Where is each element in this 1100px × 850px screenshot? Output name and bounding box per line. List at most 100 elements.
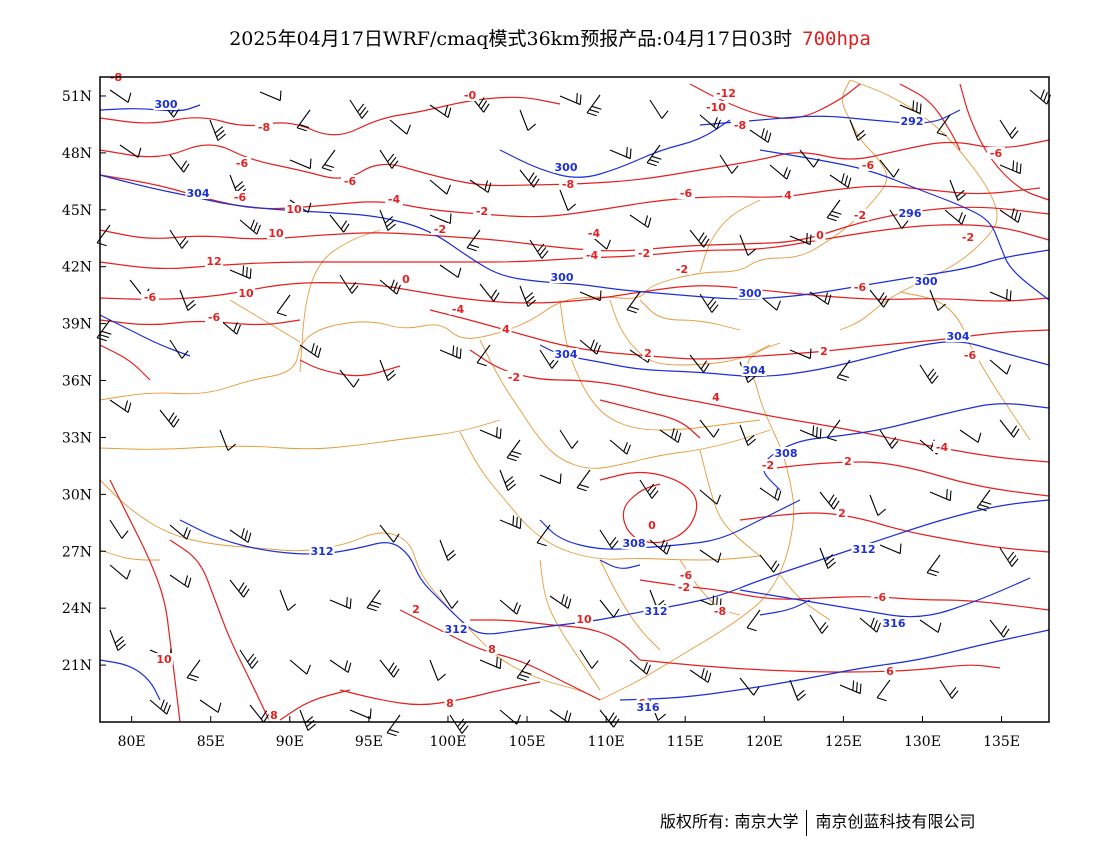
wind-barb-feather — [386, 369, 395, 378]
wind-barb-feather — [217, 702, 222, 713]
contour-label-bg — [267, 227, 285, 239]
wind-barb-feather — [836, 377, 847, 382]
contour-label: 4 — [712, 391, 720, 404]
wind-barb-feather — [181, 240, 189, 249]
contour-label-bg — [185, 187, 211, 199]
wind-barb-feather — [1017, 212, 1022, 223]
wind-barb-shaft — [759, 487, 779, 501]
wind-barb-feather — [929, 371, 937, 381]
wind-barb-feather — [852, 680, 855, 691]
contour-label: -8 — [734, 119, 746, 132]
wind-barb-feather — [700, 360, 708, 370]
wind-barb — [699, 293, 719, 313]
wind-barb-feather — [586, 112, 597, 117]
wind-barb-feather — [591, 105, 602, 110]
copyright-left: 版权所有: 南京大学 — [660, 812, 799, 831]
wind-barb-feather — [389, 156, 397, 166]
x-tick-label: 130E — [904, 734, 941, 750]
wind-barb-feather — [936, 132, 947, 137]
wind-barb — [466, 229, 481, 252]
wind-barb — [859, 617, 881, 633]
wind-barb — [649, 99, 669, 119]
contour-label-bg — [675, 581, 693, 593]
wind-barb-feather — [391, 160, 399, 169]
wind-barb-feather — [459, 348, 462, 359]
wind-barb — [199, 699, 222, 713]
wind-barb-feather — [187, 303, 196, 311]
wind-barb-feather — [716, 494, 721, 505]
wind-barb-feather — [499, 428, 502, 439]
temperature-isoline — [99, 319, 301, 326]
wind-barb-shaft — [869, 289, 885, 308]
wind-barb — [169, 339, 189, 359]
wind-barb-feather — [819, 621, 827, 631]
wind-barb-shaft — [826, 419, 841, 439]
wind-barb-feather — [777, 490, 782, 501]
wind-barb-feather — [809, 234, 812, 245]
wind-barb — [799, 425, 822, 440]
temperature-isoline — [299, 359, 401, 377]
wind-barb-shaft — [559, 429, 573, 449]
contour-label-bg — [677, 187, 695, 199]
contour-label-bg — [842, 455, 854, 467]
wind-barb-shaft — [159, 409, 175, 428]
wind-barb-shaft — [599, 599, 615, 618]
contour-label: 10 — [576, 613, 592, 626]
contour-label-bg — [881, 617, 907, 629]
contour-label-bg — [559, 178, 577, 190]
wind-barb-shaft — [799, 149, 815, 168]
wind-barb-feather — [117, 643, 126, 651]
contour-label: 316 — [883, 617, 906, 630]
wind-barb-feather — [824, 292, 829, 303]
wind-barb — [789, 679, 806, 701]
wind-barb-shaft — [579, 339, 598, 355]
wind-barb-shaft — [439, 264, 459, 278]
wind-barb-feather — [893, 168, 900, 178]
wind-barb — [826, 199, 842, 222]
contour-label: -8 — [258, 121, 270, 134]
wind-barb-shaft — [469, 179, 489, 193]
wind-barb-feather — [478, 97, 485, 107]
x-tick-label: 80E — [118, 734, 146, 750]
wind-barb-shaft — [279, 589, 289, 611]
wind-barb — [519, 169, 540, 188]
contour-label: -6 — [680, 187, 693, 200]
wind-barb — [329, 659, 352, 673]
wind-barb-feather — [121, 530, 129, 539]
wind-barb-feather — [519, 674, 530, 679]
border-line — [99, 479, 601, 701]
wind-barb-shaft — [629, 349, 649, 363]
contour-label-bg — [231, 191, 249, 203]
wind-barb-feather — [856, 681, 858, 693]
wind-barb-shaft — [519, 169, 535, 188]
contour-label: -6 — [874, 591, 887, 604]
wind-barb-shaft — [699, 549, 719, 563]
contour-label: 2 — [644, 347, 652, 360]
y-axis: 51N 48N 45N 42N 39N 36N 33N 30N 27N 24N 21N — [62, 89, 106, 674]
wind-barb — [976, 489, 992, 512]
wind-barb-feather — [343, 223, 350, 233]
wind-barb — [339, 369, 360, 388]
wind-barb-shaft — [929, 491, 951, 502]
wind-barb-shaft — [249, 704, 265, 723]
wind-barb-feather — [396, 284, 401, 295]
contour-label-bg — [410, 603, 422, 615]
wind-barb-feather — [880, 295, 888, 305]
wind-barb-shaft — [559, 189, 569, 211]
height-isoline — [539, 341, 1050, 377]
wind-barb-shaft — [749, 129, 769, 143]
wind-barb-feather — [347, 662, 352, 673]
wind-barb-shaft — [559, 95, 581, 106]
contour-label-bg — [153, 98, 179, 110]
wind-barb — [919, 619, 942, 633]
wind-barb-feather — [1014, 210, 1019, 221]
wind-barb-feather — [456, 346, 458, 358]
contour-label-bg — [155, 653, 173, 665]
wind-barb — [476, 344, 491, 367]
wind-barb — [949, 179, 966, 201]
wind-barb-shaft — [626, 291, 641, 311]
y-tick-label: 30N — [62, 487, 92, 503]
wind-barb-feather — [366, 607, 377, 612]
wind-barb-feather — [250, 219, 255, 230]
wind-barb — [989, 619, 1010, 638]
